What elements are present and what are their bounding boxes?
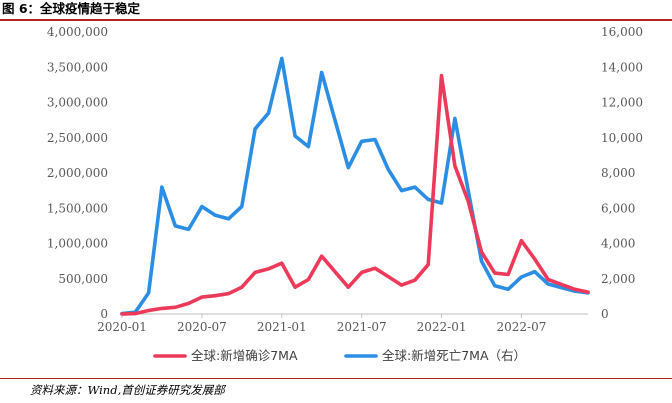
y-left-tick-label: 500,000 (58, 272, 108, 286)
x-tick-label: 2020-07 (177, 320, 227, 334)
y-left-tick-label: 1,000,000 (47, 237, 108, 251)
source-note: 资料来源：Wind,首创证券研究发展部 (30, 383, 225, 397)
x-tick-label: 2022-01 (417, 320, 467, 334)
y-left-tick-label: 2,500,000 (47, 131, 108, 145)
y-left-tick-label: 1,500,000 (47, 201, 108, 215)
series-layer (120, 56, 590, 316)
y-left-tick-label: 3,000,000 (47, 96, 108, 110)
y-right-tick-label: 8,000 (601, 166, 635, 180)
tick-labels: 2020-01 2020-07 2021-01 2021-07 2022-01 2022-… (47, 25, 643, 334)
legend: 全球:新增确诊7MA 全球:新增死亡7MA（右） (153, 348, 526, 363)
y-right-tick-label: 0 (601, 307, 609, 321)
x-tick-label: 2021-01 (257, 320, 307, 334)
y-left-tick-label: 3,500,000 (47, 60, 108, 74)
legend-label: 全球:新增确诊7MA (191, 348, 298, 363)
y-right-tick-label: 14,000 (601, 60, 643, 74)
y-right-tick-label: 2,000 (601, 272, 635, 286)
y-left-tick-label: 4,000,000 (47, 25, 108, 39)
y-right-tick-label: 4,000 (601, 237, 635, 251)
x-tick-label: 2021-07 (337, 320, 387, 334)
series-line-deaths (120, 56, 590, 316)
source-rule (0, 378, 672, 379)
y-right-tick-label: 12,000 (601, 96, 643, 110)
figure-title: 图 6：全球疫情趋于稳定 (2, 1, 141, 16)
legend-item-confirmed: 全球:新增确诊7MA (153, 348, 298, 363)
title-rule (0, 19, 672, 21)
legend-label: 全球:新增死亡7MA（右） (382, 348, 526, 363)
y-right-tick-label: 16,000 (601, 25, 643, 39)
chart-axes (121, 313, 588, 318)
legend-item-deaths: 全球:新增死亡7MA（右） (344, 348, 526, 363)
y-left-tick-label: 0 (100, 307, 108, 321)
y-right-tick-label: 10,000 (601, 131, 643, 145)
y-right-tick-label: 6,000 (601, 201, 635, 215)
line-chart: 2020-01 2020-07 2021-01 2021-07 2022-01 2022-… (47, 25, 643, 363)
x-tick-label: 2020-01 (97, 320, 147, 334)
series-line-confirmed (120, 73, 590, 316)
x-tick-label: 2022-07 (496, 320, 546, 334)
y-left-tick-label: 2,000,000 (47, 166, 108, 180)
